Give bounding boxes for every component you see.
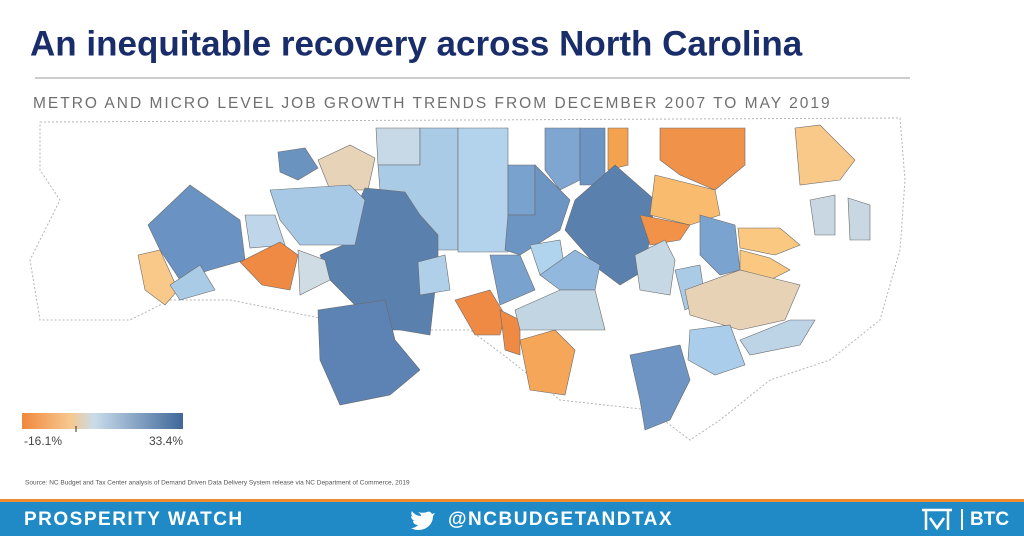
region xyxy=(297,249,331,296)
region xyxy=(519,329,576,396)
footer-handle: @NCBUDGETANDTAX xyxy=(448,509,673,530)
region xyxy=(794,124,856,186)
source: Source: NC Budget and Tax Center analysi… xyxy=(25,480,410,487)
region xyxy=(684,269,801,331)
region xyxy=(499,309,521,356)
region xyxy=(847,197,871,241)
legend-max: 33.4% xyxy=(149,434,183,448)
region xyxy=(489,254,536,306)
region xyxy=(699,214,741,276)
region xyxy=(607,127,629,171)
region xyxy=(514,289,606,331)
footer-brand: PROSPERITY WATCH xyxy=(24,509,244,530)
region xyxy=(544,127,581,191)
state-outline xyxy=(29,117,906,441)
map xyxy=(29,117,906,441)
region xyxy=(639,214,691,246)
logo-mark xyxy=(922,508,952,531)
footer-stripe xyxy=(0,499,1024,502)
legend-min: -16.1% xyxy=(24,434,62,448)
region xyxy=(809,194,836,236)
region xyxy=(239,241,299,291)
region xyxy=(687,324,746,376)
logo-icon xyxy=(922,508,952,531)
region xyxy=(375,127,421,166)
twitter-icon xyxy=(411,511,435,530)
region xyxy=(454,289,506,336)
region xyxy=(737,227,801,256)
region xyxy=(539,249,601,291)
region xyxy=(277,147,319,181)
legend-bar xyxy=(22,413,183,429)
footer-logo: BTC xyxy=(970,509,1009,530)
footer-bar xyxy=(0,502,1024,536)
region xyxy=(317,299,421,406)
region xyxy=(457,127,509,253)
region xyxy=(137,249,179,306)
region xyxy=(147,184,246,281)
region xyxy=(317,144,376,191)
subtitle: METRO AND MICRO LEVEL JOB GROWTH TRENDS … xyxy=(33,95,832,112)
region xyxy=(269,184,366,246)
title: An inequitable recovery across North Car… xyxy=(30,24,803,63)
region xyxy=(417,254,451,296)
region xyxy=(634,239,676,296)
region xyxy=(244,214,286,249)
region xyxy=(169,264,216,301)
region xyxy=(579,127,606,186)
region xyxy=(629,344,691,431)
region xyxy=(739,319,816,356)
region xyxy=(507,164,536,216)
